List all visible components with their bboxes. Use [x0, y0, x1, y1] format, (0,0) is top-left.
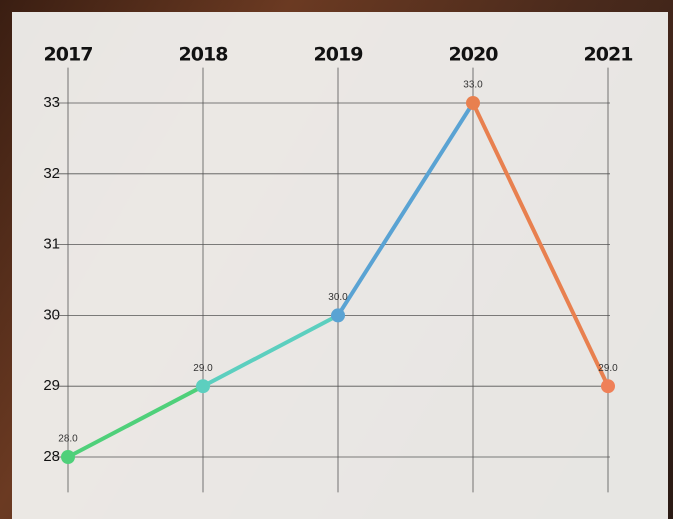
y-tick-label: 29: [43, 377, 60, 394]
y-tick-label: 28: [43, 448, 60, 465]
x-tick-label: 2017: [44, 44, 93, 66]
point: [601, 379, 615, 394]
data-label: 30.0: [328, 292, 348, 303]
chart-panel: [12, 12, 668, 519]
point: [61, 450, 75, 464]
line-segment: [336, 101, 475, 318]
data-label: 29.0: [193, 363, 213, 374]
line-segment: [66, 384, 205, 459]
line-segment: [201, 313, 340, 389]
x-tick-label: 2021: [584, 44, 633, 66]
line-segment: [471, 101, 610, 389]
data-label: 28.0: [58, 434, 78, 445]
data-label: 29.0: [598, 363, 618, 374]
point: [466, 96, 480, 110]
y-tick-label: 30: [43, 306, 60, 323]
y-tick-label: 31: [43, 236, 60, 253]
x-tick-label: 2019: [314, 44, 363, 66]
y-tick-label: 32: [43, 165, 60, 182]
y-tick-label: 33: [43, 94, 60, 111]
data-label: 33.0: [463, 80, 483, 91]
x-tick-label: 2018: [179, 44, 229, 66]
point: [331, 308, 345, 323]
point: [196, 379, 210, 394]
x-tick-label: 2020: [449, 44, 499, 66]
